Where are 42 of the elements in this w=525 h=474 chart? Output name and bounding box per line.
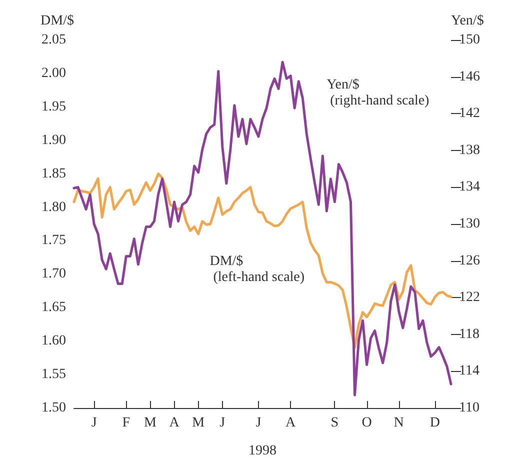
- y-tick-label: 1.50: [42, 400, 66, 416]
- x-axis-title: 1998: [248, 444, 276, 458]
- series-label: DM/$ (left-hand scale): [210, 254, 305, 285]
- line-series: [72, 60, 452, 396]
- x-tick-label: J: [256, 416, 262, 430]
- y-tick-label: 1.75: [42, 233, 66, 248]
- x-tick-label: A: [286, 416, 297, 430]
- y2-tick-label: 114: [459, 364, 480, 379]
- x-tick-label: D: [430, 416, 440, 430]
- y2-tick-label: 130: [459, 216, 480, 232]
- x-tick-label: N: [394, 416, 404, 430]
- x-tick-label: O: [362, 416, 372, 430]
- y2-tick-label: 150: [459, 32, 480, 48]
- y2-tick-label: 134: [459, 180, 480, 195]
- y-axis-title: DM/$: [40, 14, 74, 28]
- y-tick-label: 1.80: [42, 200, 66, 215]
- y-tick-label: 1.85: [42, 166, 66, 182]
- y-tick-label: 1.65: [42, 300, 66, 316]
- x-tick-label: J: [91, 416, 98, 430]
- y2-tick-label: 142: [459, 106, 480, 122]
- x-tick-label: S: [330, 416, 339, 430]
- series-label: Yen/$ (right-hand scale): [326, 77, 430, 108]
- x-tick-label: M: [192, 416, 206, 430]
- y-tick-label: 2.00: [42, 66, 66, 81]
- x-tick-label: A: [169, 416, 180, 430]
- y-tick-label: 1.90: [42, 132, 66, 148]
- y2-tick-label: 138: [459, 142, 480, 158]
- y-tick-label: 1.95: [42, 99, 66, 114]
- x-tick-label: J: [220, 416, 226, 430]
- y-tick-label: 2.05: [42, 32, 66, 48]
- y2-tick-label: 118: [459, 326, 480, 342]
- y2-tick-label: 146: [459, 69, 480, 84]
- y2-tick-label: 126: [459, 253, 480, 268]
- y2-tick-label: 122: [459, 290, 480, 306]
- x-tick-label: M: [144, 416, 157, 430]
- y2-tick-label: 110: [459, 400, 480, 416]
- y-tick-label: 1.70: [42, 266, 66, 282]
- y2-axis-title: Yen/$: [451, 14, 484, 28]
- x-tick-label: F: [122, 416, 130, 430]
- line-series: [72, 172, 452, 350]
- y-tick-label: 1.60: [42, 334, 66, 349]
- y-tick-label: 1.55: [42, 367, 66, 382]
